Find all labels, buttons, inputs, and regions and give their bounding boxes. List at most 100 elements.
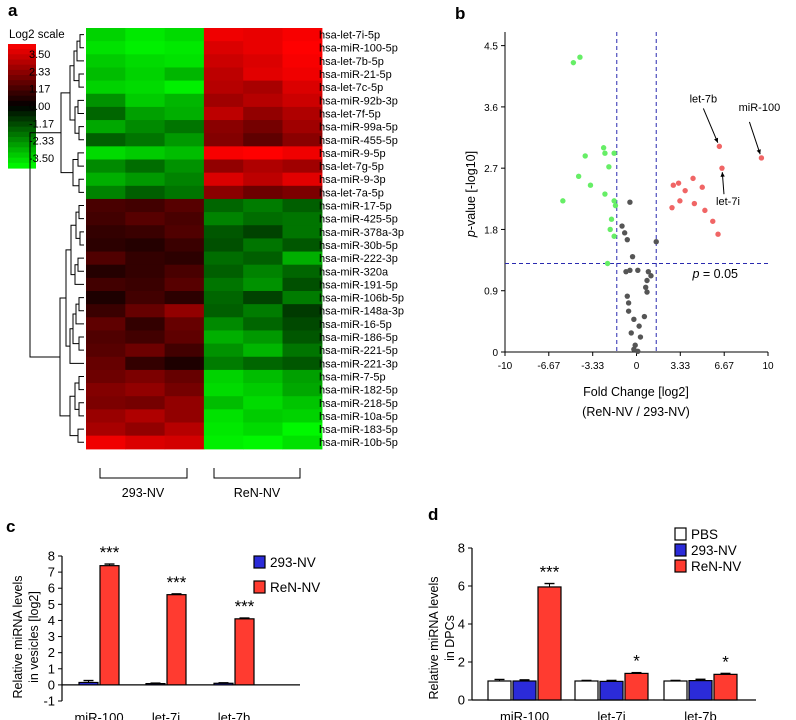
heatmap-cell [203,291,244,305]
scale-swatch [8,142,36,148]
heatmap-cell [282,28,323,42]
dendrogram-link [75,303,84,325]
heatmap-cell [86,409,126,424]
threshold-label: p = 0.05 [691,267,738,281]
bar-ReN-NV [537,586,562,701]
heatmap-cell [86,28,126,42]
scale-swatch [8,111,36,117]
heatmap-cell [125,159,166,174]
group-label-293: 293-NV [122,486,165,500]
dendrogram-link [77,99,84,114]
bar-y-tick-label: -1 [43,694,55,709]
heatmap-cell [243,93,284,108]
heatmap-cell [125,264,166,279]
heatmap-cell [282,251,323,266]
heatmap-cell [164,251,205,266]
bar-category-label: let-7i [597,709,625,720]
group-label-ren: ReN-NV [234,486,281,500]
heatmap-cell [203,28,244,42]
legend-label: 293-NV [270,555,316,570]
heatmap-cell [203,396,244,410]
heatmap-cell [282,146,323,161]
heatmap-cell [203,212,244,226]
heatmap-cell [164,159,205,174]
heatmap-cell [125,317,166,332]
heatmap-cell [243,159,284,174]
heatmap-cell [203,159,244,174]
scale-swatch [8,147,36,154]
dendrogram-link [77,257,84,272]
heatmap-cell [164,409,205,424]
scale-tick-label: -1.17 [29,118,54,130]
volcano-point-down [587,182,594,188]
heatmap-cell [282,343,323,358]
heatmap-cell [243,54,284,69]
heatmap-cell [125,409,166,424]
heatmap-row-label: hsa-miR-191-5p [319,279,398,291]
volcano-point-down [602,191,608,197]
threshold-label-rest: = 0.05 [699,267,738,281]
heatmap-cell [243,304,284,318]
heatmap-cell [86,264,126,279]
bar-293-NV [78,681,99,686]
scale-swatch [8,152,36,159]
heatmap-cell [243,356,284,371]
heatmap-cell [86,185,126,200]
volcano-point-down [611,150,617,156]
row-dendrogram [29,34,84,443]
bar-y-tick-label: 5 [48,597,55,612]
heatmap-cell [243,212,284,226]
heatmap-cell [164,93,205,108]
heatmap-row-label: hsa-let-7c-5p [319,82,383,94]
heatmap-cell [203,93,244,108]
heatmap-cell [125,146,166,161]
heatmap-cell [243,369,284,384]
volcano-point-ns [648,273,654,279]
scale-swatch [8,131,36,138]
heatmap-cell [203,277,244,292]
bar-category-label: let-7b [218,710,251,720]
heatmap-cell [203,422,244,437]
legend-swatch-ReN-NV [253,580,266,594]
dendrogram-link [74,382,79,410]
group-bracket-ren [213,468,301,479]
heatmap-cell [203,133,244,147]
heatmap-cell [164,356,205,371]
dendrogram-link [60,92,73,174]
significance-marker: *** [540,563,560,582]
heatmap-cell [282,54,323,69]
heatmap-row-label: hsa-miR-17-5p [319,201,392,213]
annotation-arrow [702,108,719,143]
heatmap-cell [86,146,126,161]
heatmap-cell [243,172,284,187]
volcano-point-ns [632,342,638,348]
heatmap-cell [243,317,284,332]
volcano-point-ns [643,284,649,291]
bar-ReN-NV [624,672,649,701]
heatmap-cell [125,225,166,239]
heatmap-cell [243,409,284,424]
heatmap-cell [243,41,284,55]
heatmap-cell [243,330,284,345]
heatmap-cell [86,80,126,95]
heatmap-cell [125,238,166,253]
d-y-label-2: in DPCs [443,615,457,661]
dendrogram-link [78,73,84,88]
heatmap-row-label: hsa-miR-320a [319,266,389,278]
heatmap-row-label: hsa-miR-21-5p [319,69,392,81]
volcano-point-up [719,165,725,171]
dendrogram-link [59,297,70,417]
heatmap-cell [86,435,126,450]
annotation-arrowhead [714,137,719,143]
volcano-point-down [575,173,582,180]
volcano-point-ns [644,277,650,284]
volcano-point-ns [624,293,630,299]
bar-293-NV [599,680,624,701]
bar-y-tick-label: 7 [48,565,55,580]
significance-marker: * [722,652,729,671]
volcano-point-up [702,207,708,214]
panel-letter-c: c [6,517,15,536]
scale-swatch [8,80,36,86]
heatmap-cell [243,396,284,410]
heatmap-cell [203,225,244,239]
